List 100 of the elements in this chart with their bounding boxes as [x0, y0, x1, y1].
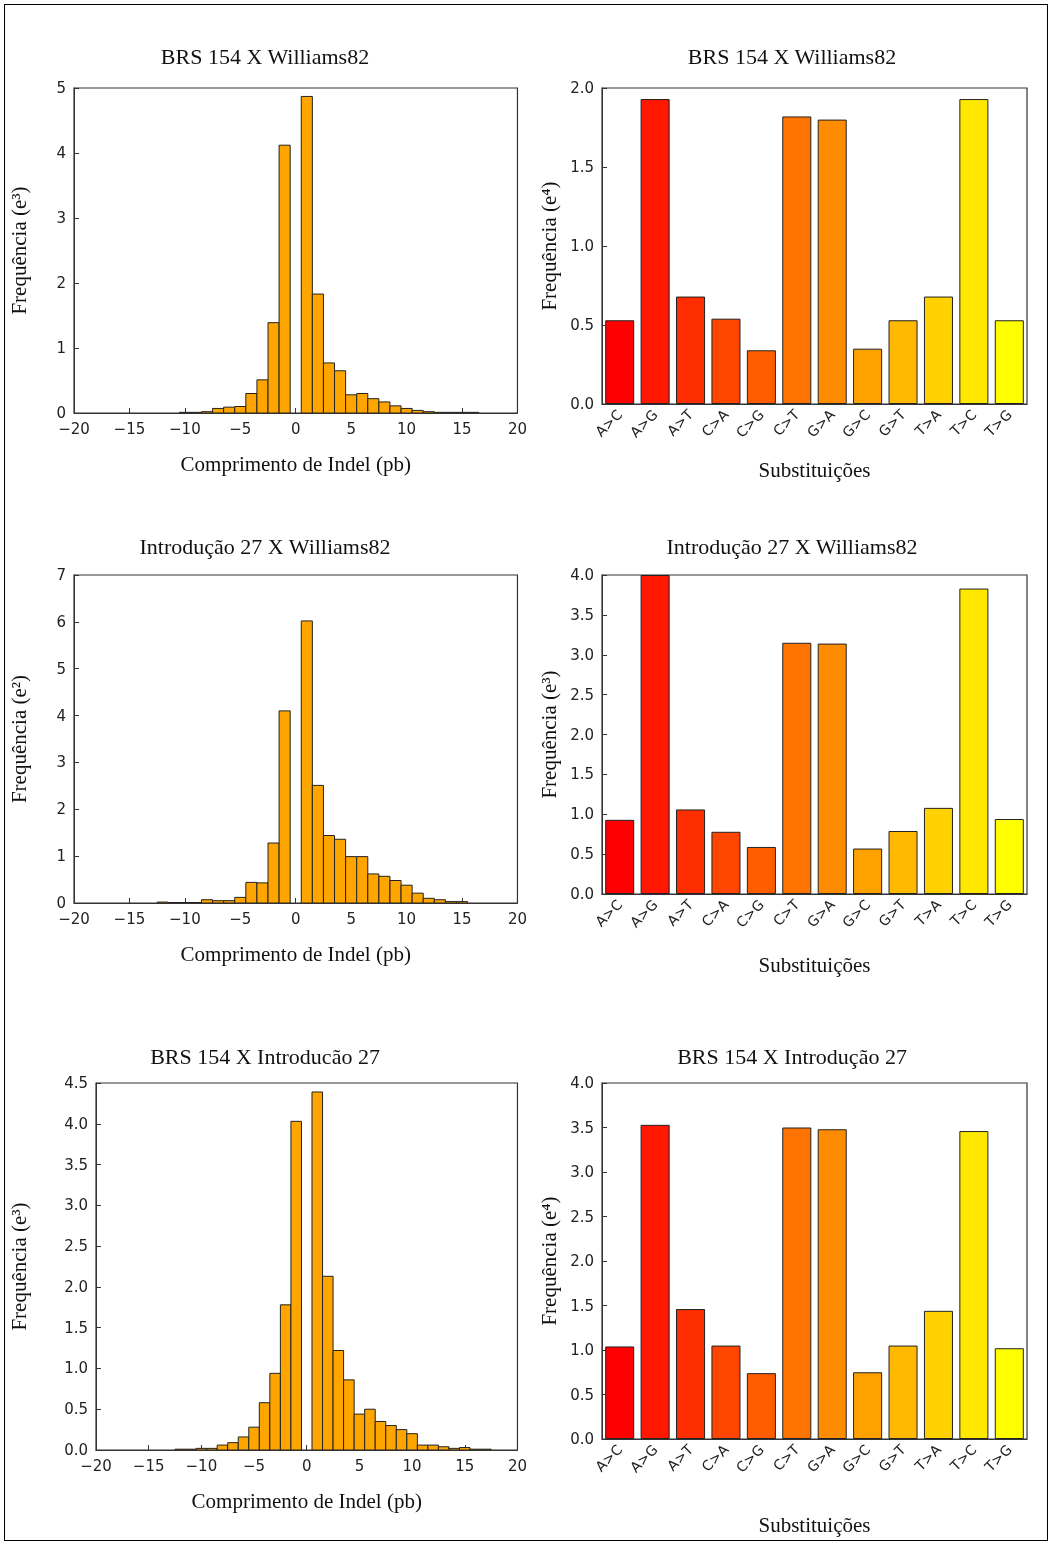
- y-tick-label: 2.5: [64, 1237, 88, 1256]
- chart-title: Introdução 27 X Williams82: [139, 533, 391, 559]
- bar: [959, 99, 989, 404]
- x-tick-label: −20: [58, 909, 90, 928]
- y-tick-label: 0.5: [64, 1400, 88, 1419]
- x-tick-label: −5: [242, 1456, 266, 1475]
- y-tick-label: 0.0: [570, 395, 594, 413]
- x-tick-label: −10: [185, 1456, 218, 1475]
- x-axis-title: Substituições: [758, 457, 871, 482]
- y-tick-label: 3.0: [64, 1196, 88, 1215]
- x-tick-label: 5: [346, 909, 356, 928]
- x-tick-label: 5: [346, 419, 356, 438]
- y-tick-label: 1: [56, 847, 66, 866]
- chart-title: BRS 154 X Introducão 27: [150, 1043, 380, 1069]
- x-axis-title: Comprimento de Indel (pb): [180, 451, 411, 476]
- y-tick-label: 4.0: [570, 566, 594, 584]
- bar: [746, 350, 776, 404]
- bar: [923, 807, 953, 894]
- y-axis-title: Frequência (e³): [6, 1202, 31, 1331]
- y-tick-label: 6: [56, 612, 66, 631]
- x-tick-label: 10: [402, 1456, 422, 1475]
- bar: [994, 819, 1024, 894]
- y-axis-title: Frequência (e⁴): [536, 181, 561, 311]
- x-tick-label: −5: [229, 419, 252, 438]
- bar: [959, 588, 989, 894]
- bar: [640, 575, 670, 894]
- x-tick-label: 15: [452, 419, 472, 438]
- x-axis-title: Substituições: [758, 1512, 871, 1537]
- x-tick-label: −10: [169, 909, 201, 928]
- bar: [853, 1372, 883, 1439]
- y-tick-label: 0.0: [570, 1430, 594, 1448]
- bar: [817, 119, 847, 404]
- y-tick-label: 1.0: [570, 1341, 594, 1359]
- y-tick-label: 0.5: [570, 845, 594, 864]
- bar: [782, 1127, 812, 1439]
- bar: [817, 1129, 847, 1439]
- y-tick-label: 0.5: [570, 1385, 594, 1404]
- bar: [994, 320, 1024, 404]
- y-tick-label: 2.0: [64, 1277, 88, 1296]
- bar: [959, 1131, 989, 1439]
- y-tick-label: 4.0: [64, 1114, 88, 1133]
- x-tick-label: 20: [507, 1456, 527, 1475]
- y-tick-label: 2.5: [570, 1207, 594, 1226]
- chart-title: BRS 154 X Williams82: [687, 43, 897, 69]
- y-tick-label: 3.0: [570, 1163, 594, 1181]
- bar: [711, 318, 741, 404]
- x-tick-label: 10: [397, 909, 417, 928]
- y-tick-label: 0.0: [64, 1441, 88, 1459]
- x-tick-label: 20: [507, 909, 527, 928]
- y-axis-title: Frequência (e²): [6, 674, 31, 804]
- x-tick-label: 0: [290, 909, 301, 928]
- chart-title: Introdução 27 X Williams82: [666, 533, 918, 559]
- x-axis-title: Substituições: [758, 952, 871, 977]
- y-tick-label: 4: [56, 706, 66, 725]
- bar: [746, 1373, 776, 1439]
- bar: [676, 809, 706, 894]
- y-axis-title: Frequência (e³): [6, 186, 31, 315]
- bar: [923, 296, 953, 404]
- y-tick-label: 2: [56, 274, 66, 292]
- x-tick-label: T>A: [911, 1441, 945, 1475]
- bar: [888, 320, 918, 404]
- x-axis-title: Comprimento de Indel (pb): [191, 1488, 422, 1513]
- x-tick-label: −15: [132, 1456, 165, 1475]
- x-tick-label: −15: [113, 419, 146, 438]
- y-tick-label: 0.5: [570, 316, 594, 334]
- bar: [640, 1124, 670, 1439]
- x-tick-label: 15: [452, 909, 472, 928]
- x-axis-title: Comprimento de Indel (pb): [180, 941, 411, 966]
- bar: [605, 320, 635, 404]
- y-tick-label: 1.5: [64, 1318, 88, 1337]
- y-tick-label: 0.0: [570, 885, 594, 903]
- bar: [853, 348, 883, 404]
- y-tick-label: 3: [56, 209, 66, 227]
- y-tick-label: 1.0: [64, 1359, 88, 1378]
- x-tick-label: T>A: [911, 406, 945, 440]
- y-tick-label: 1.0: [570, 237, 594, 255]
- bar: [676, 1309, 706, 1439]
- bar: [782, 642, 812, 894]
- y-tick-label: 4.0: [570, 1074, 594, 1092]
- x-tick-label: 0: [290, 419, 301, 438]
- x-tick-label: −5: [229, 909, 252, 928]
- bar: [853, 848, 883, 894]
- y-tick-label: 5: [56, 659, 66, 678]
- y-tick-label: 1: [56, 339, 66, 357]
- bar: [782, 116, 812, 404]
- y-tick-label: 2.0: [570, 1252, 594, 1270]
- bar: [711, 831, 741, 894]
- bar: [640, 99, 670, 404]
- bar: [605, 1346, 635, 1439]
- y-tick-label: 3.5: [570, 605, 594, 624]
- chart-title: BRS 154 X Williams82: [160, 43, 370, 69]
- y-tick-label: 3.5: [64, 1155, 88, 1174]
- bar: [994, 1348, 1024, 1439]
- y-tick-label: 1.5: [570, 1296, 594, 1315]
- x-tick-label: −20: [58, 419, 90, 438]
- bar: [817, 643, 847, 894]
- y-tick-label: 2.0: [570, 725, 594, 744]
- x-tick-label: 15: [455, 1456, 475, 1475]
- y-tick-label: 4.5: [64, 1074, 88, 1092]
- x-tick-label: 0: [301, 1456, 312, 1475]
